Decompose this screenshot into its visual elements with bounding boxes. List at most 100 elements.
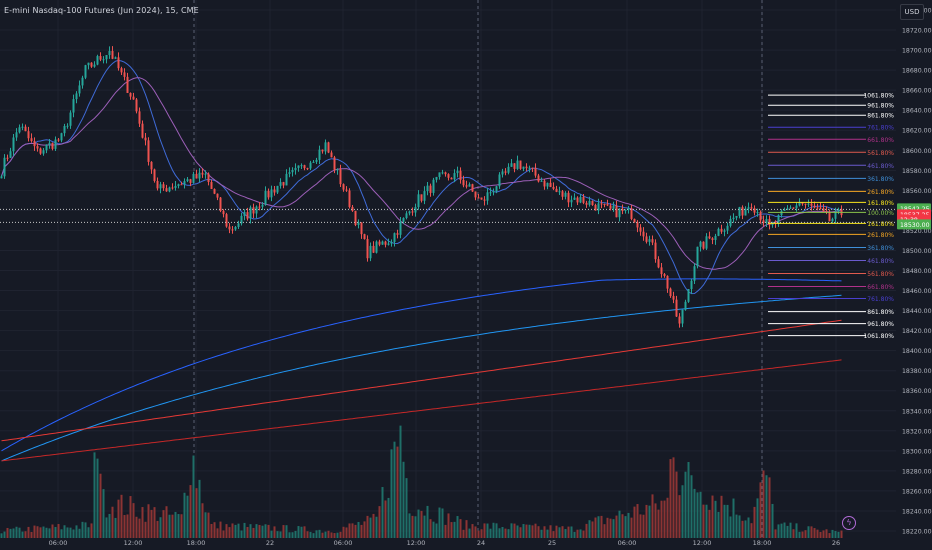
- candle: [312, 161, 315, 163]
- candle: [228, 226, 231, 230]
- volume-bar: [324, 531, 327, 538]
- price-tag: [897, 219, 931, 230]
- y-tick-label: 18320.00: [902, 428, 932, 435]
- volume-bar: [717, 511, 720, 538]
- volume-bar: [357, 521, 360, 538]
- candle: [198, 172, 201, 179]
- candle: [768, 218, 771, 226]
- y-tick-label: 18240.00: [902, 508, 932, 515]
- volume-bar: [393, 441, 396, 538]
- volume-bar: [504, 528, 507, 538]
- candle: [705, 236, 708, 249]
- candle: [609, 205, 612, 209]
- volume-bar: [51, 524, 54, 538]
- candle: [741, 207, 744, 216]
- volume-bar: [822, 530, 825, 538]
- candle: [93, 64, 96, 67]
- volume-bar: [132, 503, 135, 538]
- candle: [342, 184, 345, 190]
- candle: [252, 207, 255, 214]
- volume-bar: [33, 525, 36, 538]
- candle: [792, 207, 795, 209]
- volume-bar: [768, 477, 771, 538]
- volume-bar: [408, 513, 411, 538]
- volume-bar: [732, 498, 735, 538]
- volume-bar: [519, 527, 522, 538]
- volume-bar: [786, 525, 789, 538]
- fib-level-label: 161.80%: [867, 200, 894, 207]
- candle: [663, 274, 666, 276]
- volume-bar: [525, 524, 528, 538]
- candle: [372, 245, 375, 253]
- candle: [684, 301, 687, 310]
- volume-bar: [726, 504, 729, 538]
- candle: [9, 151, 12, 158]
- candle: [732, 217, 735, 219]
- candle: [126, 76, 129, 93]
- candle: [114, 57, 117, 59]
- candle: [75, 93, 78, 100]
- candle: [357, 222, 360, 226]
- volume-bar: [810, 526, 813, 538]
- candle: [297, 165, 300, 168]
- volume-bar: [669, 459, 672, 538]
- volume-bar: [837, 531, 840, 538]
- volume-bar: [690, 475, 693, 538]
- ma-line: [1, 294, 842, 462]
- y-tick-label: 18500.00: [902, 248, 932, 255]
- volume-bar: [630, 517, 633, 538]
- candle: [3, 157, 6, 177]
- y-tick-label: 18380.00: [902, 368, 932, 375]
- candle: [621, 208, 624, 212]
- volume-bar: [432, 521, 435, 538]
- fib-level-label: 661.80%: [867, 137, 894, 144]
- candle: [525, 166, 528, 169]
- volume-bar: [759, 482, 762, 538]
- candle: [651, 239, 654, 243]
- currency-button[interactable]: USD: [900, 4, 924, 20]
- candle: [699, 241, 702, 247]
- candle: [243, 212, 246, 216]
- candle: [306, 168, 309, 170]
- lightning-icon[interactable]: ϟ: [842, 516, 856, 530]
- volume-bar: [396, 446, 399, 538]
- y-tick-label: 18520.00: [902, 228, 932, 235]
- candle: [639, 227, 642, 232]
- volume-bar: [426, 505, 429, 538]
- candle: [99, 56, 102, 60]
- volume-bar: [297, 526, 300, 538]
- candle: [825, 211, 828, 213]
- volume-bar: [243, 522, 246, 538]
- candle: [666, 275, 669, 289]
- candle: [276, 185, 279, 193]
- volume-bar: [678, 495, 681, 538]
- candle: [585, 202, 588, 205]
- volume-bar: [666, 497, 669, 538]
- volume-bar: [753, 506, 756, 538]
- fib-level-label: 961.80%: [867, 103, 894, 110]
- candle: [69, 112, 72, 126]
- candle: [150, 161, 153, 170]
- volume-bar: [606, 517, 609, 538]
- volume-bar: [249, 524, 252, 538]
- candle: [822, 208, 825, 212]
- volume-bar: [57, 523, 60, 538]
- volume-bar: [807, 526, 810, 538]
- volume-bar: [6, 527, 9, 538]
- volume-bar: [231, 523, 234, 538]
- volume-bar: [72, 529, 75, 538]
- candle: [576, 197, 579, 203]
- volume-bar: [747, 517, 750, 538]
- candle: [207, 173, 210, 183]
- volume-bar: [258, 524, 261, 538]
- volume-bar: [555, 525, 558, 538]
- candle: [54, 139, 57, 149]
- volume-bar: [435, 523, 438, 538]
- candle: [735, 215, 738, 218]
- volume-bar: [315, 530, 318, 538]
- volume-bar: [279, 531, 282, 538]
- candle: [294, 167, 297, 171]
- fib-level-label: 761.80%: [867, 125, 894, 132]
- volume-bar: [495, 523, 498, 538]
